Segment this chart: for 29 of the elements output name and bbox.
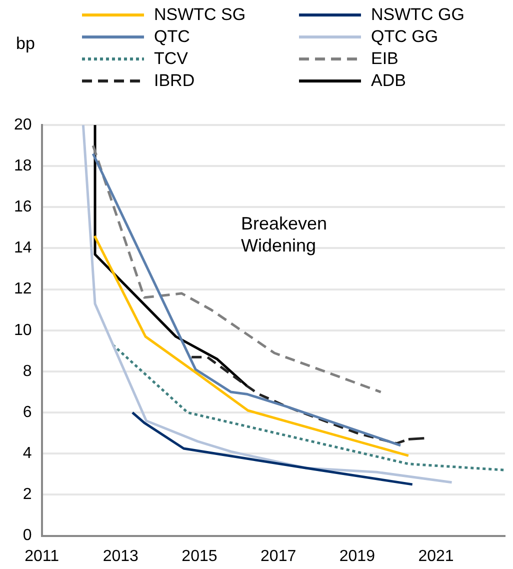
legend-label: NSWTC SG: [154, 4, 246, 26]
x-tick-label: 2011: [24, 548, 60, 565]
x-tick-label: 2019: [339, 548, 376, 565]
legend-label: EIB: [371, 48, 398, 70]
y-tick-label: 10: [14, 322, 32, 339]
legend-label: ADB: [371, 70, 406, 92]
y-tick-label: 4: [22, 445, 32, 462]
line-series: [92, 144, 382, 394]
legend-label: NSWTC GG: [371, 4, 464, 26]
x-tick-label: 2015: [182, 548, 218, 565]
y-tick-label: 6: [22, 404, 32, 421]
y-tick-label: 14: [14, 240, 32, 257]
y-tick-label: 16: [14, 198, 32, 216]
x-tick-label: 2017: [260, 548, 296, 565]
legend-label: TCV: [154, 48, 188, 70]
y-tick-label: 0: [22, 527, 32, 544]
x-tick-label: 2021: [418, 548, 454, 565]
y-tick-label: 8: [22, 362, 32, 380]
legend-label: QTC: [154, 26, 190, 48]
y-axis-title: bp: [16, 34, 35, 54]
annotation: Breakeven Widening: [240, 213, 328, 256]
y-tick-label: 18: [14, 157, 32, 174]
x-tick-label: 2013: [102, 548, 139, 565]
legend-label: QTC GG: [371, 26, 438, 48]
y-tick-label: 2: [22, 486, 32, 504]
y-tick-label: 20: [14, 116, 32, 134]
y-tick-label: 12: [14, 280, 32, 298]
line-series: [112, 344, 505, 472]
legend-label: IBRD: [154, 70, 195, 92]
